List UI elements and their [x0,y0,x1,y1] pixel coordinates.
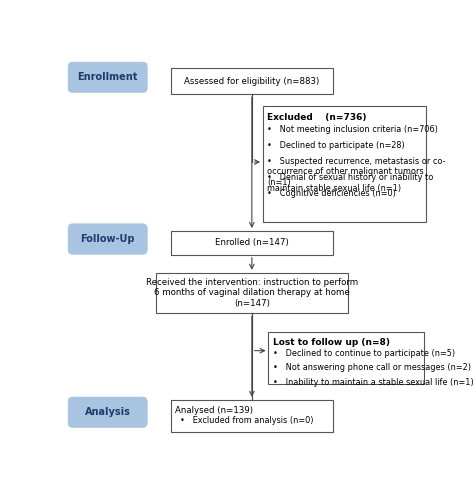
Text: Enrolled (n=147): Enrolled (n=147) [215,238,288,248]
Text: •   Denial of sexual history or inability to
maintain stable sexual life (n=1): • Denial of sexual history or inability … [267,173,433,193]
FancyBboxPatch shape [170,68,332,94]
Text: Follow-Up: Follow-Up [80,234,135,244]
Text: •   Declined to continue to participate (n=5): • Declined to continue to participate (n… [272,348,454,358]
Text: •   Excluded from analysis (n=0): • Excluded from analysis (n=0) [179,416,313,425]
Text: •   Suspected recurrence, metastasis or co-
occurrence of other malignant tumors: • Suspected recurrence, metastasis or co… [267,157,445,187]
Text: •   Not answering phone call or messages (n=2): • Not answering phone call or messages (… [272,363,470,372]
Text: Analysis: Analysis [85,408,130,418]
FancyBboxPatch shape [68,397,147,428]
Text: Excluded    (n=736): Excluded (n=736) [267,113,366,122]
FancyBboxPatch shape [68,224,147,254]
FancyBboxPatch shape [155,272,347,313]
Text: Enrollment: Enrollment [77,72,138,83]
FancyBboxPatch shape [68,62,147,92]
Text: •   Cognitive deficiencies (n=0): • Cognitive deficiencies (n=0) [267,190,396,198]
Text: Lost to follow up (n=8): Lost to follow up (n=8) [272,338,389,347]
Text: Received the intervention: instruction to perform
6 months of vaginal dilation t: Received the intervention: instruction t… [146,278,357,308]
FancyBboxPatch shape [268,332,423,384]
Text: •   Not meeting inclusion criteria (n=706): • Not meeting inclusion criteria (n=706) [267,124,437,134]
FancyBboxPatch shape [170,400,332,432]
FancyBboxPatch shape [170,231,332,255]
Text: •   Inability to maintain a stable sexual life (n=1): • Inability to maintain a stable sexual … [272,378,473,387]
FancyBboxPatch shape [262,106,425,222]
Text: Assessed for eligibility (n=883): Assessed for eligibility (n=883) [184,76,319,86]
Text: •   Declined to participate (n=28): • Declined to participate (n=28) [267,141,404,150]
Text: Analysed (n=139): Analysed (n=139) [175,406,252,414]
